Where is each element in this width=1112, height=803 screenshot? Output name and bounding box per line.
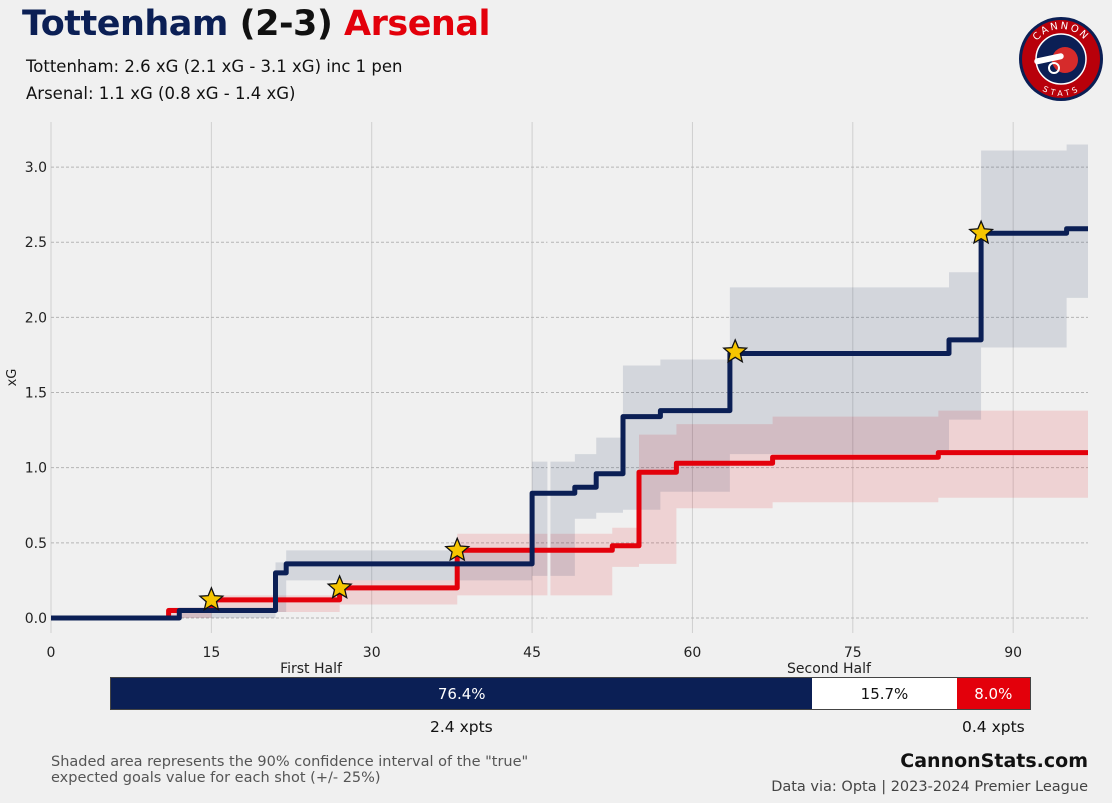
home-win-probability: 76.4% — [111, 678, 813, 709]
goal-star-marker — [326, 574, 353, 599]
match-score: (2-3) — [239, 4, 333, 44]
tottenham-confidence-band — [51, 144, 1088, 618]
away-xg-summary: Arsenal: 1.1 xG (0.8 xG - 1.4 xG) — [26, 84, 296, 103]
goal-star-marker — [968, 219, 995, 245]
confidence-note-line1: Shaded area represents the 90% confidenc… — [51, 754, 529, 770]
data-source: Data via: Opta | 2023-2024 Premier Leagu… — [771, 779, 1088, 795]
x-tick-label: 15 — [202, 645, 220, 661]
match-title: Tottenham (2-3) Arsenal — [22, 4, 490, 44]
x-tick-label: 75 — [844, 645, 862, 661]
goal-star-marker — [444, 536, 471, 562]
confidence-note: Shaded area represents the 90% confidenc… — [51, 754, 528, 786]
second-half-label: Second Half — [787, 661, 872, 677]
win-probability-bar: 76.4% 15.7% 8.0% — [110, 677, 1031, 710]
y-tick-label: 1.5 — [25, 386, 47, 402]
away-xpts: 0.4 xpts — [962, 718, 1025, 736]
goal-star-marker — [722, 338, 749, 364]
home-team-name: Tottenham — [22, 4, 228, 44]
site-name: CannonStats.com — [900, 750, 1088, 772]
arsenal-confidence-band — [51, 410, 1088, 618]
first-half-label: First Half — [280, 661, 343, 677]
away-win-probability: 8.0% — [956, 678, 1030, 709]
cannon-stats-logo: CANNON STATS — [1019, 17, 1103, 101]
y-axis-label: xG — [5, 369, 20, 387]
x-tick-label: 60 — [684, 645, 702, 661]
home-xpts: 2.4 xpts — [430, 718, 493, 736]
x-tick-label: 90 — [1004, 645, 1022, 661]
draw-probability: 15.7% — [812, 678, 957, 709]
tottenham-xg-line — [51, 226, 1088, 621]
away-team-name: Arsenal — [344, 4, 490, 44]
y-tick-label: 0.5 — [25, 536, 47, 552]
home-xg-summary: Tottenham: 2.6 xG (2.1 xG - 3.1 xG) inc … — [26, 57, 403, 76]
confidence-note-line2: expected goals value for each shot (+/- … — [51, 770, 381, 786]
y-tick-label: 0.0 — [25, 611, 47, 627]
xg-race-chart: 0 15 30 45 60 75 90 0.0 0.5 1.0 1.5 2.0 2.5 3.0 xG Firs… — [5, 122, 1088, 677]
goal-star-marker — [198, 586, 225, 611]
x-tick-label: 45 — [523, 645, 541, 661]
x-tick-label: 30 — [363, 645, 381, 661]
y-tick-label: 3.0 — [25, 160, 47, 176]
y-tick-label: 2.5 — [25, 235, 47, 251]
x-tick-label: 0 — [47, 645, 56, 661]
y-tick-label: 2.0 — [25, 310, 47, 326]
y-tick-label: 1.0 — [25, 461, 47, 477]
half-time-gap — [547, 122, 551, 633]
